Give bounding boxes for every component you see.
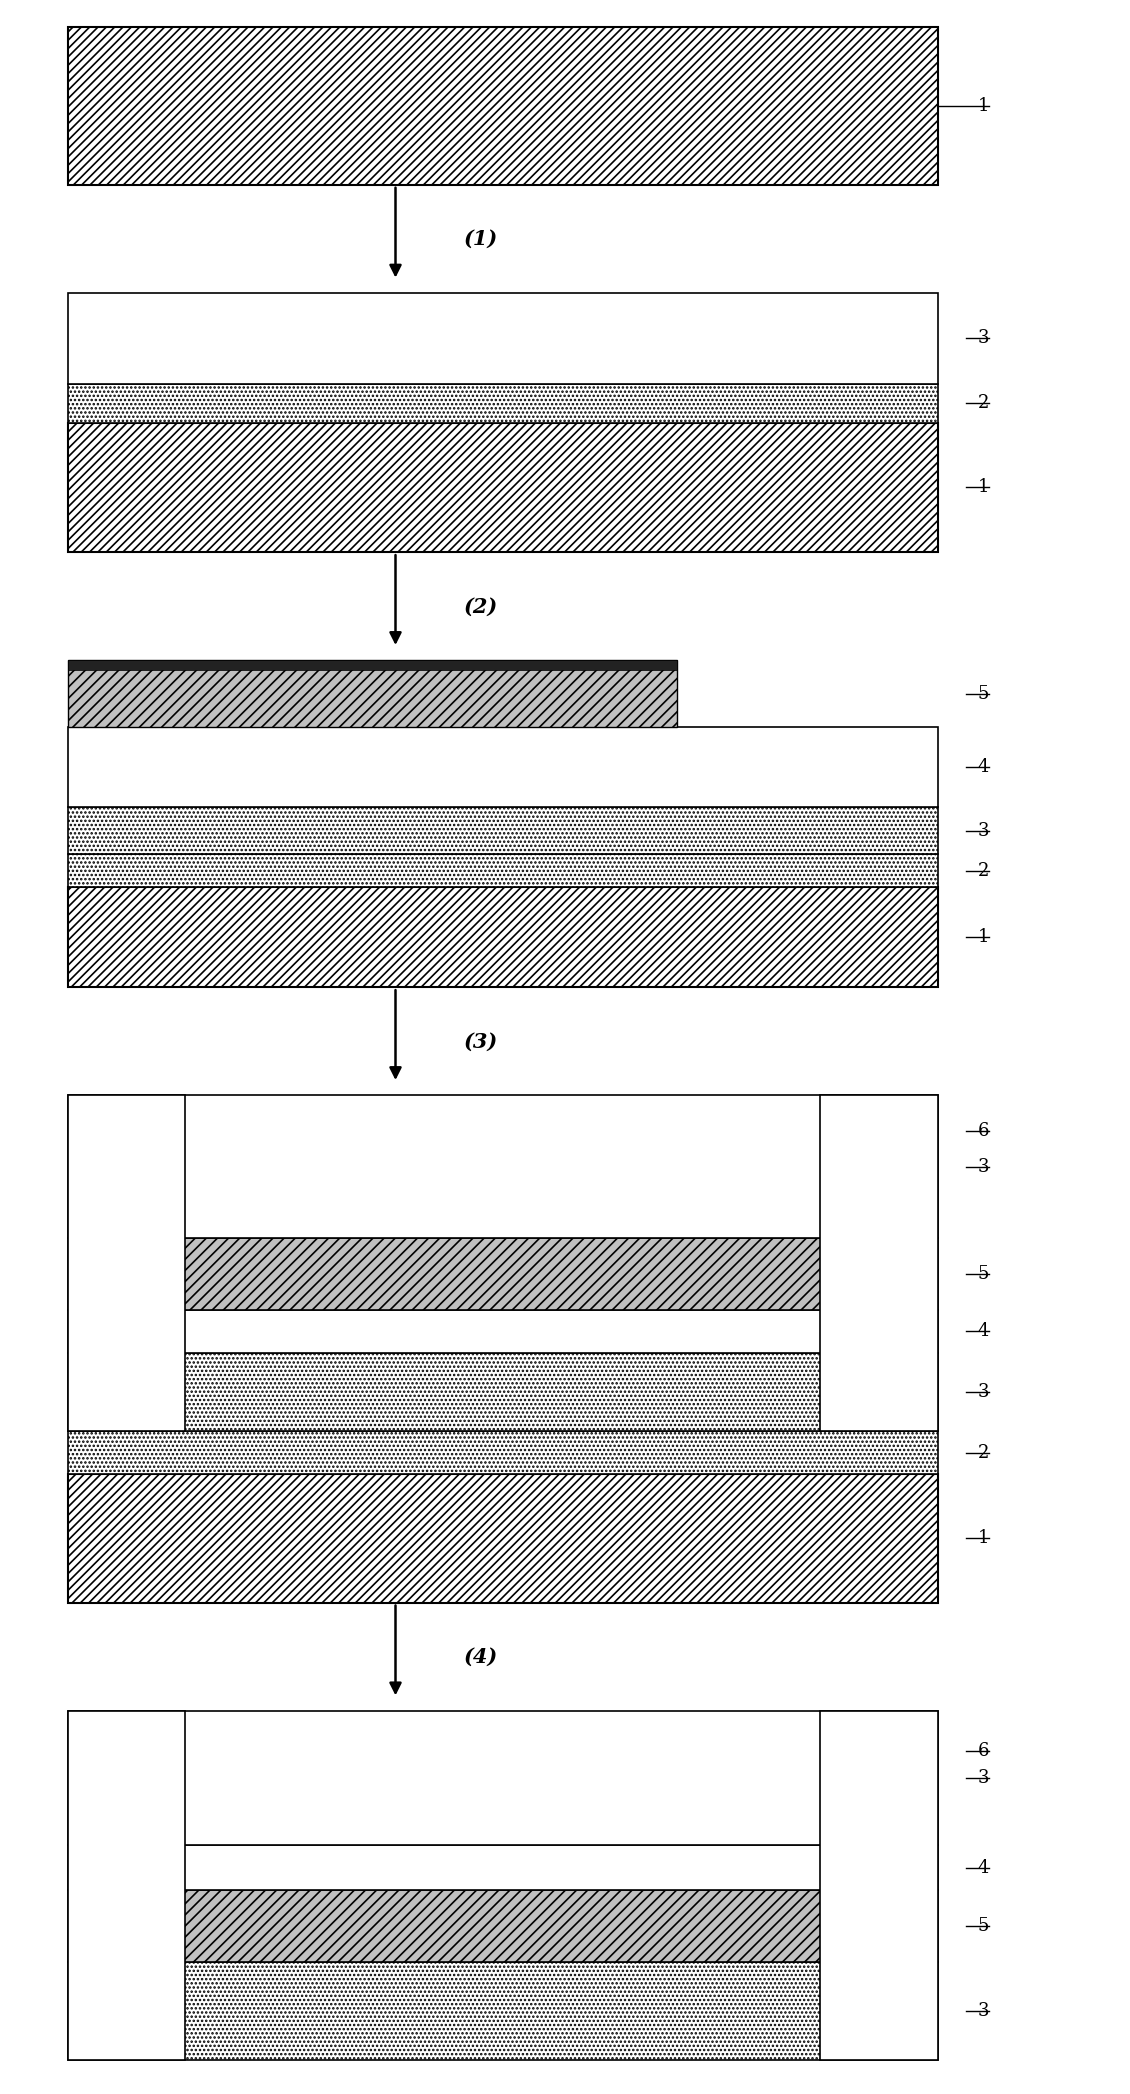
- Text: (1): (1): [463, 228, 497, 249]
- Bar: [68, 854, 938, 888]
- Bar: [68, 1845, 938, 1891]
- Bar: [68, 1891, 938, 1962]
- Bar: [68, 1430, 938, 1474]
- Text: 2: 2: [977, 861, 989, 879]
- Bar: [68, 1962, 938, 2060]
- Bar: [68, 660, 677, 670]
- Bar: [68, 1711, 185, 2060]
- Text: (4): (4): [463, 1646, 497, 1667]
- Bar: [820, 1711, 938, 2060]
- Bar: [820, 1095, 938, 1430]
- Text: 4: 4: [977, 758, 989, 777]
- Bar: [68, 660, 677, 727]
- Bar: [68, 1474, 938, 1602]
- Text: 5: 5: [977, 1916, 989, 1935]
- Text: 3: 3: [977, 821, 989, 840]
- Text: 6: 6: [977, 1742, 989, 1761]
- Text: 2: 2: [977, 394, 989, 413]
- Text: 4: 4: [977, 1321, 989, 1340]
- Bar: [68, 423, 938, 553]
- Bar: [68, 1095, 938, 1238]
- Text: 1: 1: [977, 1529, 989, 1547]
- Text: 5: 5: [977, 1265, 989, 1284]
- Text: (2): (2): [463, 597, 497, 616]
- Bar: [68, 1095, 185, 1430]
- Bar: [68, 1309, 938, 1353]
- Bar: [68, 888, 938, 986]
- Bar: [68, 1238, 938, 1309]
- Bar: [68, 1711, 938, 1845]
- Bar: [68, 383, 938, 423]
- Text: 5: 5: [977, 685, 989, 704]
- Bar: [68, 293, 938, 383]
- Text: 2: 2: [977, 1443, 989, 1462]
- Bar: [68, 806, 938, 854]
- Text: 1: 1: [977, 928, 989, 946]
- Text: 3: 3: [977, 329, 989, 348]
- Bar: [68, 727, 938, 806]
- Text: 3: 3: [977, 2002, 989, 2021]
- Text: 1: 1: [977, 477, 989, 496]
- Text: 4: 4: [977, 1859, 989, 1876]
- Bar: [68, 27, 938, 184]
- Text: 1: 1: [977, 96, 989, 115]
- Bar: [68, 1353, 938, 1430]
- Text: (3): (3): [463, 1032, 497, 1051]
- Text: 3: 3: [977, 1769, 989, 1786]
- Text: 6: 6: [977, 1122, 989, 1139]
- Text: 3: 3: [977, 1158, 989, 1177]
- Text: 3: 3: [977, 1382, 989, 1401]
